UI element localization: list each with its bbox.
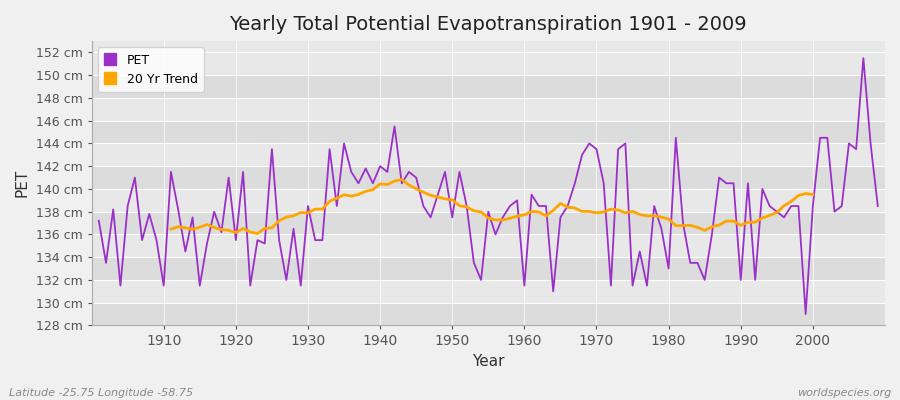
20 Yr Trend [166,227,176,232]
Bar [92,52,885,75]
PET [353,181,364,186]
Line: PET: PET [99,58,878,314]
Line: 20 Yr Trend: 20 Yr Trend [171,179,813,234]
PET [310,238,320,242]
Text: Latitude -25.75 Longitude -58.75: Latitude -25.75 Longitude -58.75 [9,388,194,398]
PET [858,56,868,60]
PET [512,198,523,203]
Bar [92,75,885,98]
Bar [92,280,885,303]
Bar [92,234,885,257]
Legend: PET, 20 Yr Trend: PET, 20 Yr Trend [98,47,203,92]
PET [519,283,530,288]
20 Yr Trend [627,209,638,214]
Bar [92,212,885,234]
20 Yr Trend [714,223,724,228]
Text: worldspecies.org: worldspecies.org [796,388,891,398]
Bar [92,121,885,144]
20 Yr Trend [807,192,818,197]
20 Yr Trend [793,193,804,198]
20 Yr Trend [252,231,263,236]
Title: Yearly Total Potential Evapotranspiration 1901 - 2009: Yearly Total Potential Evapotranspiratio… [230,15,747,34]
PET [151,238,162,242]
Bar [92,303,885,326]
20 Yr Trend [259,226,270,231]
X-axis label: Year: Year [472,354,505,369]
Bar [92,166,885,189]
20 Yr Trend [367,187,378,192]
Bar [92,144,885,166]
PET [800,312,811,316]
PET [872,204,883,208]
20 Yr Trend [396,177,407,182]
Bar [92,98,885,121]
PET [606,283,616,288]
Y-axis label: PET: PET [15,169,30,197]
Bar [92,189,885,212]
Bar [92,257,885,280]
20 Yr Trend [728,219,739,224]
PET [94,218,104,223]
